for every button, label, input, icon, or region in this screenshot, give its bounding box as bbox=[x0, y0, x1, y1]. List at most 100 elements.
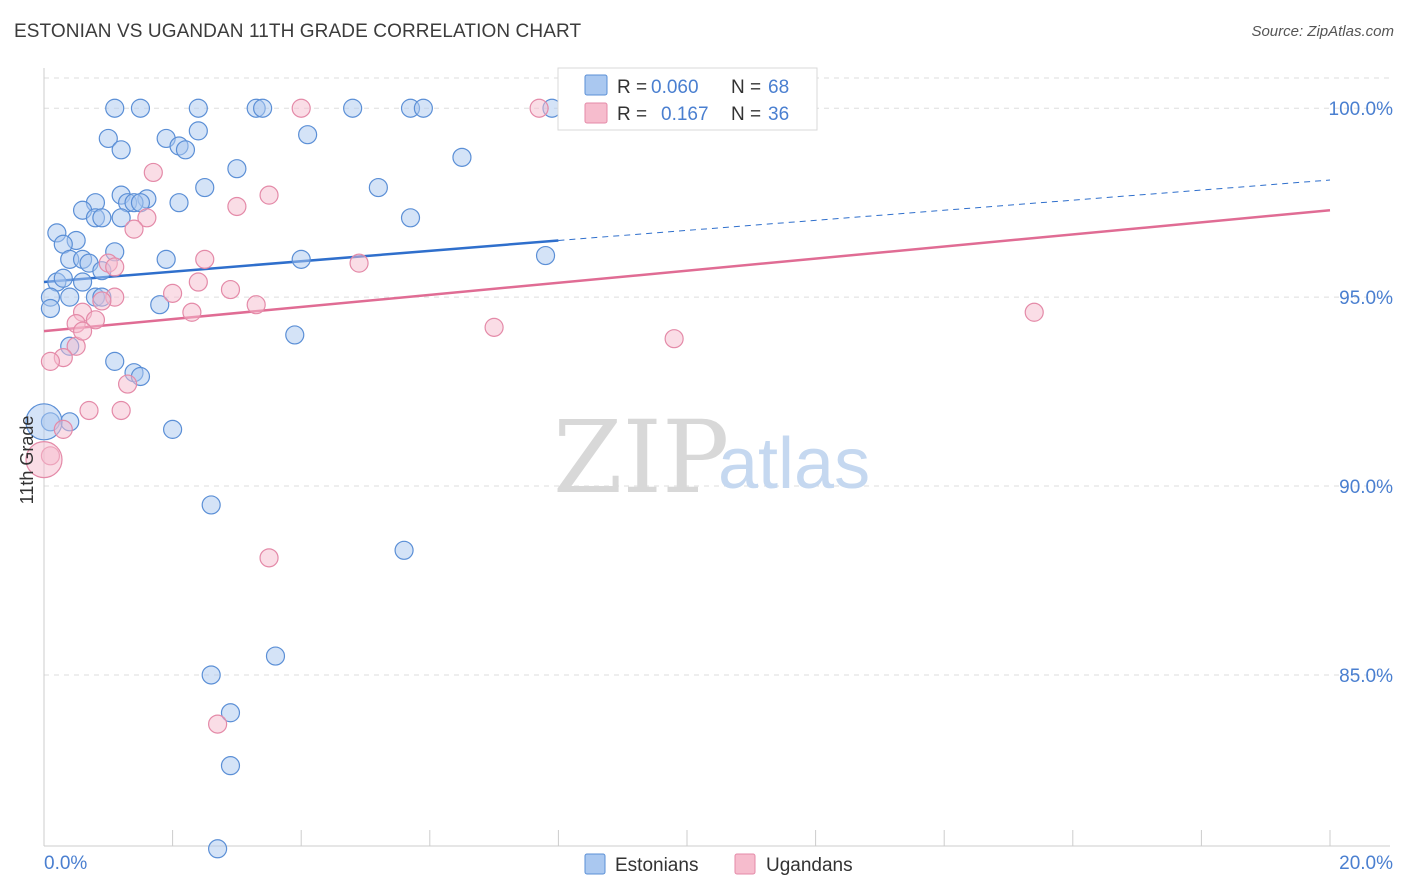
ugandans-point bbox=[195, 249, 215, 269]
estonians-point bbox=[413, 98, 433, 118]
watermark: ZIP atlas bbox=[553, 399, 870, 516]
estonians-point bbox=[208, 839, 228, 859]
chart-title: ESTONIAN VS UGANDAN 11TH GRADE CORRELATI… bbox=[14, 21, 582, 42]
estonians-point bbox=[298, 125, 318, 145]
estonians-point bbox=[98, 128, 118, 149]
ugandans-n-label: N = bbox=[731, 104, 761, 125]
estonians-point bbox=[265, 646, 286, 666]
estonians-point bbox=[188, 98, 208, 118]
estonians-point bbox=[535, 245, 556, 266]
ugandans-trend-line bbox=[43, 208, 1331, 333]
estonians-point bbox=[92, 208, 112, 228]
estonians-point bbox=[111, 208, 131, 228]
estonians-point bbox=[156, 249, 176, 269]
estonians-point bbox=[253, 98, 273, 118]
ugandans-point bbox=[137, 208, 157, 228]
estonians-swatch bbox=[584, 853, 606, 875]
estonians-n-label: N = bbox=[731, 77, 761, 98]
estonians-point bbox=[285, 325, 305, 345]
ugandans-point bbox=[259, 548, 279, 568]
ugandans-point bbox=[92, 291, 112, 311]
ugandans-point bbox=[664, 329, 684, 349]
stats-legend: R = 0.060 N = 68 R = 0.167 N = 36 bbox=[557, 67, 818, 131]
estonians-point bbox=[40, 298, 61, 319]
ugandans-point bbox=[143, 162, 163, 183]
ugandans-point bbox=[111, 400, 131, 421]
ugandans-point bbox=[85, 310, 106, 330]
ugandans-n-value: 36 bbox=[768, 104, 789, 125]
estonians-r-label: R = bbox=[617, 77, 647, 98]
ugandans-point bbox=[163, 283, 183, 303]
ugandans-point bbox=[220, 279, 241, 300]
legend-estonians: Estonians bbox=[615, 855, 698, 876]
y-tick-label: 85.0% bbox=[1339, 666, 1393, 687]
estonians-r-value: 0.060 bbox=[651, 77, 699, 98]
ugandans-points bbox=[25, 98, 1044, 734]
estonians-point bbox=[452, 147, 472, 167]
y-tick-label: 95.0% bbox=[1339, 288, 1393, 309]
ugandans-point bbox=[117, 374, 138, 394]
ugandans-point-large bbox=[25, 441, 63, 479]
estonians-point bbox=[195, 177, 215, 198]
estonians-n-value: 68 bbox=[768, 77, 789, 98]
legend-ugandans: Ugandans bbox=[766, 855, 853, 876]
source-label: Source: ZipAtlas.com bbox=[1251, 23, 1394, 40]
y-tick-label: 90.0% bbox=[1339, 477, 1393, 498]
ugandans-point bbox=[349, 253, 369, 273]
estonians-point bbox=[400, 208, 421, 228]
ugandans-r-label: R = bbox=[617, 104, 647, 125]
y-axis-label: 11th Grade bbox=[17, 416, 37, 505]
estonians-point bbox=[105, 351, 125, 371]
ugandans-point bbox=[53, 419, 73, 439]
estonians-point bbox=[368, 177, 388, 198]
estonians-point bbox=[201, 665, 221, 685]
estonians-point bbox=[175, 140, 196, 160]
ugandans-point bbox=[484, 317, 504, 337]
ugandans-point bbox=[529, 98, 549, 118]
ugandans-point bbox=[1024, 302, 1044, 322]
y-tick-labels: 85.0% 90.0% 95.0% 100.0% bbox=[1329, 99, 1394, 687]
estonians-points bbox=[25, 98, 562, 859]
estonians-point bbox=[72, 272, 93, 292]
ugandans-point bbox=[291, 98, 311, 118]
estonians-legend-swatch bbox=[584, 74, 608, 96]
ugandans-point bbox=[259, 185, 279, 205]
ugandans-point bbox=[182, 302, 202, 322]
estonians-point bbox=[188, 121, 208, 141]
estonians-point bbox=[201, 495, 221, 515]
estonians-point bbox=[53, 268, 73, 288]
watermark-atlas: atlas bbox=[718, 424, 870, 504]
watermark-zip: ZIP bbox=[553, 399, 729, 516]
estonians-point bbox=[394, 540, 414, 560]
estonians-point bbox=[291, 249, 311, 269]
estonians-point bbox=[111, 140, 131, 160]
x-tick-label-max: 20.0% bbox=[1339, 853, 1393, 874]
estonians-point bbox=[150, 295, 170, 315]
estonians-point bbox=[105, 98, 125, 118]
ugandans-point bbox=[105, 257, 125, 277]
ugandans-point bbox=[188, 272, 208, 292]
estonians-point bbox=[220, 703, 241, 723]
ugandans-point bbox=[208, 714, 228, 734]
ugandans-point bbox=[72, 321, 93, 341]
estonians-point bbox=[169, 193, 189, 213]
ugandans-point bbox=[246, 295, 266, 315]
ugandans-point bbox=[79, 400, 99, 421]
y-tick-label: 100.0% bbox=[1329, 99, 1394, 120]
estonians-point bbox=[220, 756, 241, 776]
estonians-point bbox=[227, 159, 247, 179]
estonians-point bbox=[60, 287, 80, 307]
ugandans-swatch bbox=[734, 853, 756, 875]
ugandans-point bbox=[40, 351, 61, 371]
estonians-point bbox=[163, 419, 183, 439]
series-legend: Estonians Ugandans bbox=[584, 853, 853, 876]
ugandans-point bbox=[227, 196, 247, 217]
estonians-point bbox=[343, 98, 363, 118]
estonians-trend-extension bbox=[558, 179, 1331, 241]
ugandans-point bbox=[124, 219, 144, 239]
ugandans-legend-swatch bbox=[584, 102, 608, 124]
ugandans-r-value: 0.167 bbox=[661, 104, 709, 125]
estonians-point bbox=[130, 98, 151, 118]
x-tick-label-min: 0.0% bbox=[44, 853, 87, 874]
